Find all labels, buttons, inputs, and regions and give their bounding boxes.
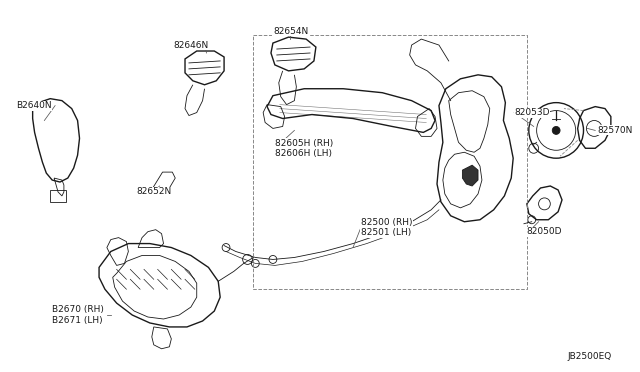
Polygon shape — [462, 165, 478, 186]
Text: 82652N: 82652N — [136, 187, 172, 196]
Text: 82605H (RH)
82606H (LH): 82605H (RH) 82606H (LH) — [275, 139, 333, 158]
Text: B2670 (RH)
B2671 (LH): B2670 (RH) B2671 (LH) — [52, 305, 104, 325]
Text: 82654N: 82654N — [273, 27, 308, 36]
Text: 82050D: 82050D — [527, 227, 563, 236]
Text: JB2500EQ: JB2500EQ — [568, 352, 612, 361]
Text: 82570N: 82570N — [597, 126, 632, 135]
Text: 82646N: 82646N — [173, 41, 209, 49]
Circle shape — [552, 126, 560, 134]
Text: 82500 (RH)
82501 (LH): 82500 (RH) 82501 (LH) — [361, 218, 412, 237]
Text: 82053D: 82053D — [514, 108, 550, 117]
Text: B2640N: B2640N — [16, 101, 52, 110]
